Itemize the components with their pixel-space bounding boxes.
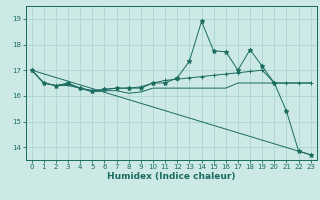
- X-axis label: Humidex (Indice chaleur): Humidex (Indice chaleur): [107, 172, 236, 181]
